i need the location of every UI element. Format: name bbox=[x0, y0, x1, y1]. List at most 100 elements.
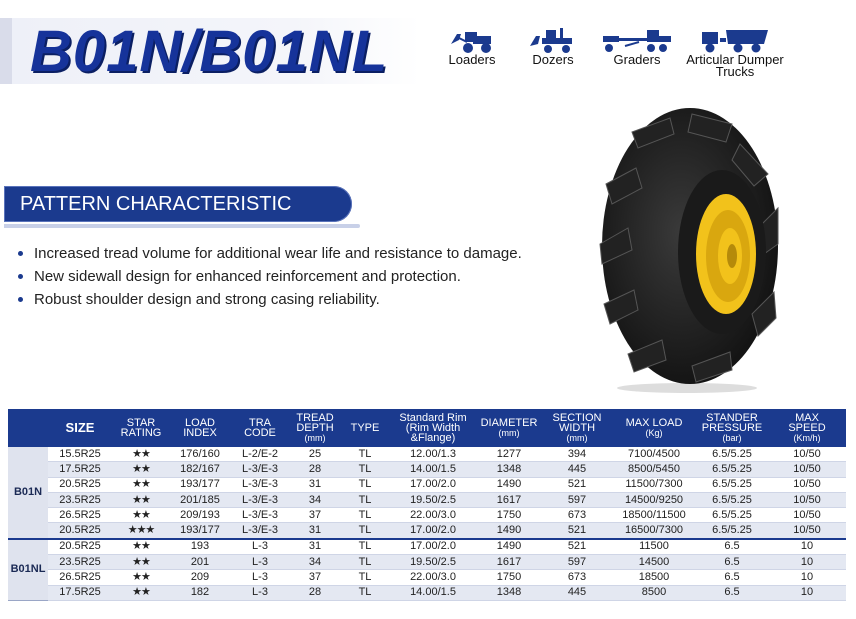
bullet-item: New sidewall design for enhanced reinfor… bbox=[16, 265, 522, 288]
table-cell: 12.00/1.3 bbox=[390, 447, 476, 463]
table-cell: 37 bbox=[290, 507, 340, 524]
header-star-rating: STAR RATING bbox=[112, 409, 170, 447]
table-cell: 19.50/2.5 bbox=[390, 492, 476, 509]
table-cell: 11500/7300 bbox=[612, 477, 696, 493]
table-cell: 31 bbox=[290, 537, 340, 556]
table-cell: ★★ bbox=[112, 447, 170, 463]
machine-label: Dozers bbox=[532, 52, 574, 67]
table-cell: 1750 bbox=[476, 569, 542, 586]
table-cell: ★★ bbox=[112, 569, 170, 586]
table-cell: L-3/E-3 bbox=[230, 492, 290, 509]
table-cell: 1277 bbox=[476, 447, 542, 463]
table-cell: 10/50 bbox=[768, 507, 846, 524]
table-cell: 673 bbox=[542, 569, 612, 586]
table-cell: TL bbox=[340, 585, 390, 601]
table-cell: L-3 bbox=[230, 537, 290, 556]
table-row: 20.5R25 ★★ 193/177 L-3/E-3 31 TL 17.00/2.0 1490… bbox=[8, 477, 846, 493]
table-cell: L-3 bbox=[230, 585, 290, 601]
table-cell: 17.5R25 bbox=[48, 585, 112, 601]
grader-icon bbox=[603, 30, 671, 52]
dozer-icon bbox=[530, 28, 572, 53]
header-size: SIZE bbox=[48, 409, 112, 447]
table-cell: 37 bbox=[290, 569, 340, 586]
table-body: B01N 15.5R25 ★★ 176/160 L-2/E-2 25 TL 12.00/1.3… bbox=[8, 447, 846, 601]
table-cell: 1750 bbox=[476, 507, 542, 524]
table-cell: 11500 bbox=[612, 537, 696, 556]
table-cell: L-3/E-3 bbox=[230, 477, 290, 493]
table-cell: L-3/E-3 bbox=[230, 522, 290, 540]
table-cell: 201/185 bbox=[170, 492, 230, 509]
table-cell: 193/177 bbox=[170, 522, 230, 540]
pattern-heading: PATTERN CHARACTERISTIC bbox=[4, 186, 360, 228]
table-cell: 20.5R25 bbox=[48, 477, 112, 493]
table-cell: TL bbox=[340, 492, 390, 509]
table-cell: 193/177 bbox=[170, 477, 230, 493]
table-cell: 445 bbox=[542, 585, 612, 601]
table-cell: ★★ bbox=[112, 507, 170, 524]
table-cell: 16500/7300 bbox=[612, 522, 696, 540]
machine-label-line2: Trucks bbox=[715, 64, 755, 79]
table-row: 17.5R25 ★★ 182/167 L-3/E-3 28 TL 14.00/1.5 1348… bbox=[8, 461, 846, 478]
group-label: B01NL bbox=[8, 537, 48, 601]
table-cell: 22.00/3.0 bbox=[390, 569, 476, 586]
table-cell: TL bbox=[340, 507, 390, 524]
table-row: 20.5R25 ★★★ 193/177 L-3/E-3 31 TL 17.00/2.0 149… bbox=[8, 522, 846, 540]
table-cell: 23.5R25 bbox=[48, 554, 112, 571]
table-cell: 10 bbox=[768, 585, 846, 601]
table-cell: 1348 bbox=[476, 461, 542, 478]
title-band bbox=[0, 18, 420, 84]
table-cell: 8500 bbox=[612, 585, 696, 601]
machine-label: Graders bbox=[613, 52, 661, 67]
table-cell: TL bbox=[340, 477, 390, 493]
header-pressure: STANDER PRESSURE (bar) bbox=[696, 409, 768, 447]
table-cell: 31 bbox=[290, 522, 340, 540]
machine-dumper-trucks: Articular Dumper Trucks bbox=[680, 26, 790, 78]
table-cell: 597 bbox=[542, 492, 612, 509]
table-cell: 1617 bbox=[476, 554, 542, 571]
table-row: 23.5R25 ★★ 201 L-3 34 TL 19.50/2.5 1617 597 14500… bbox=[8, 554, 846, 571]
table-cell: 6.5/5.25 bbox=[696, 522, 768, 540]
machine-loaders: Loaders bbox=[437, 26, 507, 66]
table-cell: L-3/E-3 bbox=[230, 461, 290, 478]
table-cell: 6.5 bbox=[696, 537, 768, 556]
table-cell: 8500/5450 bbox=[612, 461, 696, 478]
table-cell: 25 bbox=[290, 447, 340, 463]
header-tread-depth: TREAD DEPTH (mm) bbox=[290, 409, 340, 447]
header-group bbox=[8, 409, 48, 447]
table-cell: 521 bbox=[542, 477, 612, 493]
machine-dozers: Dozers bbox=[520, 26, 586, 66]
table-cell: 26.5R25 bbox=[48, 569, 112, 586]
product-title: B01N/B01NL bbox=[30, 19, 389, 84]
pattern-bullets: Increased tread volume for additional we… bbox=[16, 242, 522, 311]
table-cell: TL bbox=[340, 522, 390, 540]
table-row: 17.5R25 ★★ 182 L-3 28 TL 14.00/1.5 1348 445 8500 6… bbox=[8, 585, 846, 601]
table-row: 26.5R25 ★★ 209/193 L-3/E-3 37 TL 22.00/3.0 1750… bbox=[8, 507, 846, 524]
table-cell: 31 bbox=[290, 477, 340, 493]
table-cell: 18500/11500 bbox=[612, 507, 696, 524]
header-max-speed: MAX SPEED (Km/h) bbox=[768, 409, 846, 447]
table-cell: 6.5/5.25 bbox=[696, 492, 768, 509]
table-cell: ★★ bbox=[112, 554, 170, 571]
header-standard-rim: Standard Rim (Rim Width &Flange) bbox=[390, 409, 476, 447]
table-cell: 6.5 bbox=[696, 569, 768, 586]
table-cell: L-3/E-3 bbox=[230, 507, 290, 524]
table-cell: 10 bbox=[768, 569, 846, 586]
table-cell: 1490 bbox=[476, 537, 542, 556]
bullet-item: Robust shoulder design and strong casing… bbox=[16, 288, 522, 311]
table-cell: TL bbox=[340, 461, 390, 478]
table-row: B01N 15.5R25 ★★ 176/160 L-2/E-2 25 TL 12.00/1.3… bbox=[8, 447, 846, 540]
table-cell: 10/50 bbox=[768, 492, 846, 509]
table-cell: L-3 bbox=[230, 569, 290, 586]
table-cell: 20.5R25 bbox=[48, 522, 112, 540]
table-cell: 6.5 bbox=[696, 554, 768, 571]
table-cell: 17.5R25 bbox=[48, 461, 112, 478]
table-cell: 10/50 bbox=[768, 447, 846, 463]
table-cell: 521 bbox=[542, 537, 612, 556]
table-cell: 14.00/1.5 bbox=[390, 585, 476, 601]
machine-label-line1: Articular Dumper bbox=[686, 52, 784, 67]
table-cell: 193 bbox=[170, 537, 230, 556]
table-cell: 17.00/2.0 bbox=[390, 477, 476, 493]
table-cell: 28 bbox=[290, 585, 340, 601]
table-cell: 201 bbox=[170, 554, 230, 571]
table-cell: 7100/4500 bbox=[612, 447, 696, 463]
